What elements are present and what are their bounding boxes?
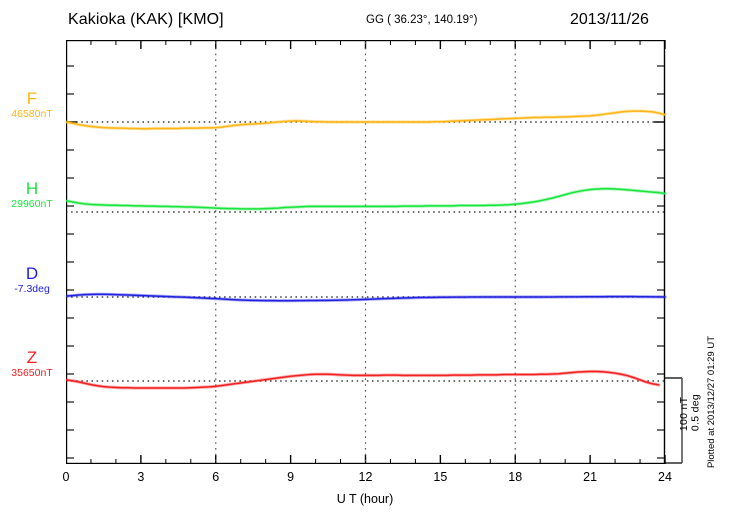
- x-tick-label-9: 9: [287, 470, 295, 484]
- component-label-z: Z 35650nT: [0, 349, 64, 380]
- component-letter-z: Z: [26, 348, 38, 367]
- page-title: Kakioka (KAK) [KMO]: [68, 11, 224, 28]
- x-tick-label-12: 12: [358, 470, 373, 484]
- x-tick-label-18: 18: [508, 470, 523, 484]
- component-baseline-h: 29960nT: [11, 198, 53, 210]
- component-letter-d: D: [25, 264, 39, 283]
- x-axis-title: U T (hour): [336, 492, 394, 506]
- x-tick-label-21: 21: [583, 470, 598, 484]
- component-label-f: F 46580nT: [0, 90, 64, 121]
- scale-bar-deg: 0.5 deg: [689, 394, 702, 432]
- plotted-timestamp: Plotted at 2013/12/27 01:29 UT: [706, 336, 717, 469]
- trace-f: [66, 110, 666, 130]
- trace-d: [66, 293, 666, 302]
- observation-date-label: 2013/11/26: [570, 11, 649, 28]
- component-baseline-d: -7.3deg: [14, 283, 50, 295]
- x-tick-label-3: 3: [137, 470, 145, 484]
- geographic-coordinates-label: GG ( 36.23°, 140.19°): [366, 14, 478, 26]
- magnetogram-plot: [66, 40, 683, 464]
- component-baseline-f: 46580nT: [11, 108, 53, 120]
- plot-canvas: [66, 40, 683, 464]
- x-tick-label-15: 15: [433, 470, 448, 484]
- component-label-h: H 29960nT: [0, 180, 64, 211]
- x-tick-label-24: 24: [658, 470, 672, 484]
- trace-z: [66, 370, 660, 389]
- trace-halo-f: [66, 109, 667, 131]
- component-baseline-z: 35650nT: [11, 367, 53, 379]
- component-letter-h: H: [25, 179, 39, 198]
- x-tick-label-6: 6: [212, 470, 220, 484]
- scale-bar-label: 100 nT 0.5 deg: [678, 394, 702, 432]
- x-tick-label-0: 0: [62, 470, 70, 484]
- component-letter-f: F: [26, 89, 38, 108]
- trace-halo-z: [66, 369, 661, 390]
- trace-h: [66, 188, 666, 210]
- scale-bar: [665, 377, 683, 464]
- component-label-d: D -7.3deg: [0, 265, 64, 296]
